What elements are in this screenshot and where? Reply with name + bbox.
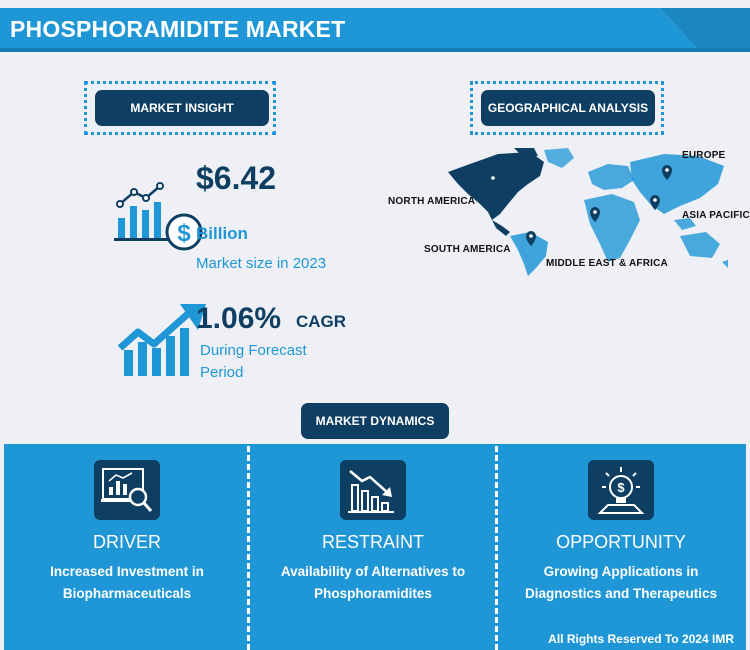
opportunity-description: Growing Applications in Diagnostics and … <box>498 561 744 605</box>
market-insight-label: MARKET INSIGHT <box>95 90 269 126</box>
region-south-america: SOUTH AMERICA <box>424 244 511 255</box>
market-size-caption: Market size in 2023 <box>196 255 327 272</box>
title-band <box>0 8 750 52</box>
region-europe: EUROPE <box>682 150 726 161</box>
svg-text:$: $ <box>617 480 625 495</box>
bar-chart-dollar-icon: $ <box>114 182 203 251</box>
region-asia-pacific: ASIA PACIFIC <box>682 210 750 221</box>
restraint-description: Availability of Alternatives to Phosphor… <box>250 561 496 605</box>
opportunity-line-1: Growing Applications in <box>543 564 699 579</box>
divider-1 <box>247 446 250 650</box>
opportunity-column: $ OPPORTUNITY Growing Applications in Di… <box>498 444 744 650</box>
world-map <box>448 148 728 276</box>
driver-column: DRIVER Increased Investment in Biopharma… <box>4 444 250 650</box>
market-insight-frame <box>84 81 276 135</box>
driver-description: Increased Investment in Biopharmaceutica… <box>4 561 250 605</box>
region-north-america: NORTH AMERICA <box>388 196 476 207</box>
chart-magnifier-icon <box>101 468 153 512</box>
opportunity-icon-box: $ <box>588 460 654 520</box>
lightbulb-dollar-icon: $ <box>597 467 645 514</box>
driver-line-2: Biopharmaceuticals <box>62 586 192 601</box>
cagr-caption-line1: During Forecast <box>200 342 307 359</box>
geo-analysis-frame <box>470 81 664 135</box>
growth-arrow-icon <box>118 304 206 376</box>
page-title: PHOSPHORAMIDITE MARKET <box>10 16 346 42</box>
declining-bars-icon <box>348 470 394 513</box>
divider-2 <box>495 446 498 650</box>
market-size-unit: Billion <box>196 224 248 243</box>
market-size-value: $6.42 <box>196 160 277 196</box>
restraint-line-1: Availability of Alternatives to <box>280 564 466 579</box>
geo-analysis-label: GEOGRAPHICAL ANALYSIS <box>481 90 655 126</box>
cagr-value: 1.06% <box>196 302 282 335</box>
cagr-unit: CAGR <box>296 312 347 331</box>
cagr-caption-line2: Period <box>200 364 244 381</box>
header-banner: PHOSPHORAMIDITE MARKET <box>0 8 750 52</box>
region-middle-east-africa: MIDDLE EAST & AFRICA <box>546 258 668 269</box>
restraint-icon-box <box>340 460 406 520</box>
restraint-column: RESTRAINT Availability of Alternatives t… <box>250 444 496 650</box>
footer-copyright: All Rights Reserved To 2024 IMR <box>548 632 734 646</box>
opportunity-line-2: Diagnostics and Therapeutics <box>524 586 718 601</box>
driver-heading: DRIVER <box>92 532 161 552</box>
driver-icon-box <box>94 460 160 520</box>
restraint-line-2: Phosphoramidites <box>314 586 432 601</box>
market-dynamics-label: MARKET DYNAMICS <box>301 403 449 439</box>
restraint-heading: RESTRAINT <box>321 532 424 552</box>
opportunity-heading: OPPORTUNITY <box>556 532 686 552</box>
driver-line-1: Increased Investment in <box>50 564 204 579</box>
svg-text:$: $ <box>177 220 191 247</box>
